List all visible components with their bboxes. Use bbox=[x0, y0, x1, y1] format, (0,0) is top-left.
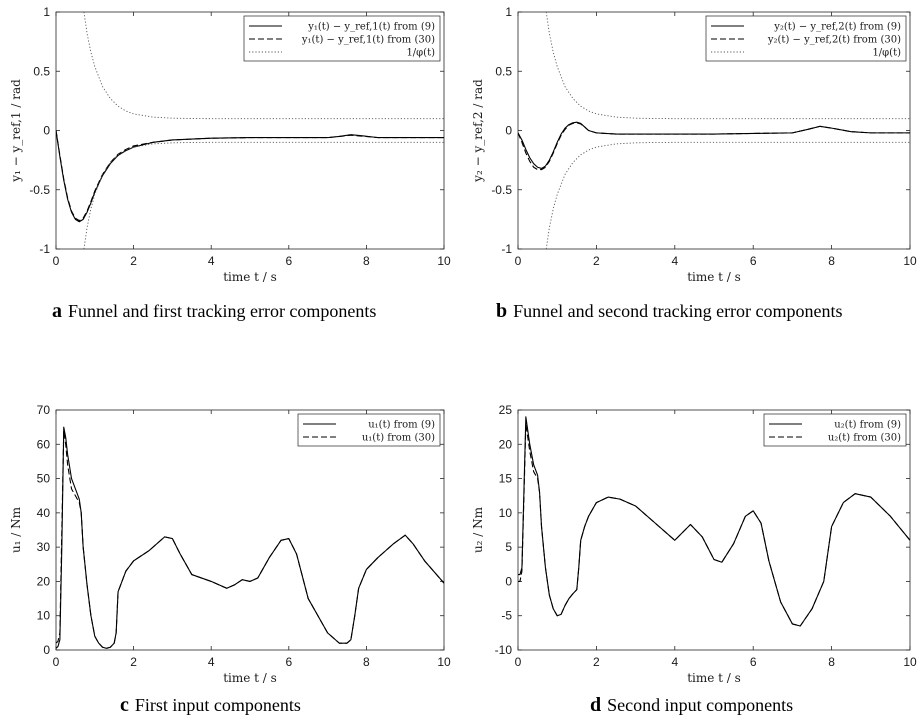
legend-label: 1/φ(t) bbox=[406, 48, 435, 59]
legend-label: u₂(t) from (9) bbox=[834, 420, 901, 431]
y-tick-label: 20 bbox=[499, 437, 513, 451]
series-line-dashed bbox=[56, 130, 444, 222]
x-tick-label: 8 bbox=[363, 254, 370, 268]
caption-c: c First input components bbox=[120, 694, 301, 716]
x-axis-label: time t / s bbox=[223, 671, 277, 685]
x-tick-label: 6 bbox=[750, 655, 757, 669]
y-axis-label: u₁ / Nm bbox=[9, 506, 23, 553]
y-tick-label: 25 bbox=[499, 403, 513, 417]
y-tick-label: 5 bbox=[505, 540, 512, 554]
y-tick-label: -1 bbox=[39, 242, 50, 256]
x-tick-label: 8 bbox=[828, 254, 835, 268]
chart-b: 0 2 4 6 8 10 1 0.5 0 -0.5 -1 time t / s y₂ − y_ref,2… bbox=[471, 5, 917, 284]
legend: u₁(t) from (9) u₁(t) from (30) bbox=[297, 413, 441, 447]
x-tick-label: 10 bbox=[903, 655, 917, 669]
y-axis-label: y₂ − y_ref,2 / rad bbox=[471, 79, 485, 183]
y-tick-label: 10 bbox=[37, 609, 51, 623]
chart-d: 0 2 4 6 8 10 25 20 15 10 5 0 -5 -10 time t / s u₂ / Nm u… bbox=[471, 403, 917, 685]
y-tick-label: 0 bbox=[43, 643, 50, 657]
plot-frame bbox=[517, 409, 911, 651]
x-tick-label: 2 bbox=[130, 254, 137, 268]
series-line-dashed bbox=[56, 430, 444, 649]
legend: u₂(t) from (9) u₂(t) from (30) bbox=[763, 413, 907, 447]
caption-d: d Second input components bbox=[590, 694, 794, 716]
x-tick-label: 10 bbox=[437, 254, 451, 268]
legend: y₂(t) − y_ref,2(t) from (9) y₂(t) − y_ref… bbox=[705, 15, 907, 62]
x-tick-label: 6 bbox=[285, 655, 292, 669]
x-tick-label: 4 bbox=[671, 254, 678, 268]
y-tick-label: 0 bbox=[505, 574, 512, 588]
series-line-solid bbox=[56, 426, 444, 649]
series-line-funnel-lower bbox=[83, 141, 444, 249]
x-tick-label: 0 bbox=[53, 655, 60, 669]
y-tick-label: 40 bbox=[37, 506, 51, 520]
legend-label: u₂(t) from (30) bbox=[828, 433, 901, 444]
x-tick-label: 0 bbox=[515, 655, 522, 669]
x-tick-label: 0 bbox=[515, 254, 522, 268]
x-tick-label: 0 bbox=[53, 254, 60, 268]
y-tick-label: -1 bbox=[501, 242, 512, 256]
x-axis-label: time t / s bbox=[687, 671, 741, 685]
y-tick-label: 15 bbox=[499, 472, 513, 486]
series-line-solid bbox=[518, 121, 910, 169]
caption-b: b Funnel and second tracking error compon… bbox=[496, 300, 843, 322]
series-line-solid bbox=[518, 416, 910, 627]
chart-c: 0 2 4 6 8 10 70 60 50 40 30 20 10 0 time t / s u₁ / Nm u… bbox=[9, 403, 451, 685]
x-tick-label: 4 bbox=[671, 655, 678, 669]
legend-label: y₁(t) − y_ref,1(t) from (30) bbox=[301, 35, 435, 46]
x-tick-label: 4 bbox=[208, 254, 215, 268]
y-tick-label: 1 bbox=[505, 5, 512, 19]
y-axis-label: y₁ − y_ref,1 / rad bbox=[9, 79, 23, 183]
x-tick-label: 8 bbox=[828, 655, 835, 669]
legend-label: u₁(t) from (9) bbox=[368, 420, 435, 431]
x-tick-label: 10 bbox=[437, 655, 451, 669]
y-axis-label: u₂ / Nm bbox=[471, 506, 485, 553]
legend: y₁(t) − y_ref,1(t) from (9) y₁(t) − y_ref… bbox=[243, 15, 441, 62]
series-line-dashed bbox=[518, 423, 910, 627]
legend-label: y₁(t) − y_ref,1(t) from (9) bbox=[307, 22, 435, 33]
y-tick-label: 20 bbox=[37, 574, 51, 588]
x-axis-label: time t / s bbox=[687, 270, 741, 284]
plot-frame bbox=[55, 409, 445, 651]
y-tick-label: -0.5 bbox=[491, 183, 512, 197]
y-tick-label: 50 bbox=[37, 472, 51, 486]
y-tick-label: 70 bbox=[37, 403, 51, 417]
x-tick-label: 4 bbox=[208, 655, 215, 669]
x-tick-label: 10 bbox=[903, 254, 917, 268]
caption-a: a Funnel and first tracking error compone… bbox=[52, 300, 377, 322]
legend-label: 1/φ(t) bbox=[872, 48, 901, 59]
y-tick-label: 10 bbox=[499, 506, 513, 520]
x-axis-label: time t / s bbox=[223, 270, 277, 284]
x-tick-label: 6 bbox=[750, 254, 757, 268]
y-tick-label: 0 bbox=[505, 124, 512, 138]
series-line-dashed bbox=[518, 122, 910, 171]
y-tick-label: 60 bbox=[37, 437, 51, 451]
legend-label: y₂(t) − y_ref,2(t) from (9) bbox=[773, 22, 901, 33]
y-tick-label: 0.5 bbox=[33, 64, 50, 78]
y-tick-label: 0.5 bbox=[495, 64, 512, 78]
y-tick-label: -5 bbox=[501, 609, 512, 623]
legend-label: u₁(t) from (30) bbox=[362, 433, 435, 444]
x-tick-label: 2 bbox=[130, 655, 137, 669]
series-line-solid bbox=[56, 130, 444, 223]
x-tick-label: 2 bbox=[593, 254, 600, 268]
series-line-funnel-lower bbox=[545, 141, 910, 249]
x-tick-label: 2 bbox=[593, 655, 600, 669]
y-tick-label: -0.5 bbox=[29, 183, 50, 197]
y-tick-label: 30 bbox=[37, 540, 51, 554]
y-tick-label: 0 bbox=[43, 124, 50, 138]
x-tick-label: 8 bbox=[363, 655, 370, 669]
legend-label: y₂(t) − y_ref,2(t) from (30) bbox=[767, 35, 901, 46]
y-tick-label: 1 bbox=[43, 5, 50, 19]
chart-a: 0 2 4 6 8 10 1 0.5 0 -0.5 -1 time t / s y₁ − y_ref,1… bbox=[9, 5, 451, 284]
x-tick-label: 6 bbox=[285, 254, 292, 268]
y-tick-label: -10 bbox=[495, 643, 513, 657]
